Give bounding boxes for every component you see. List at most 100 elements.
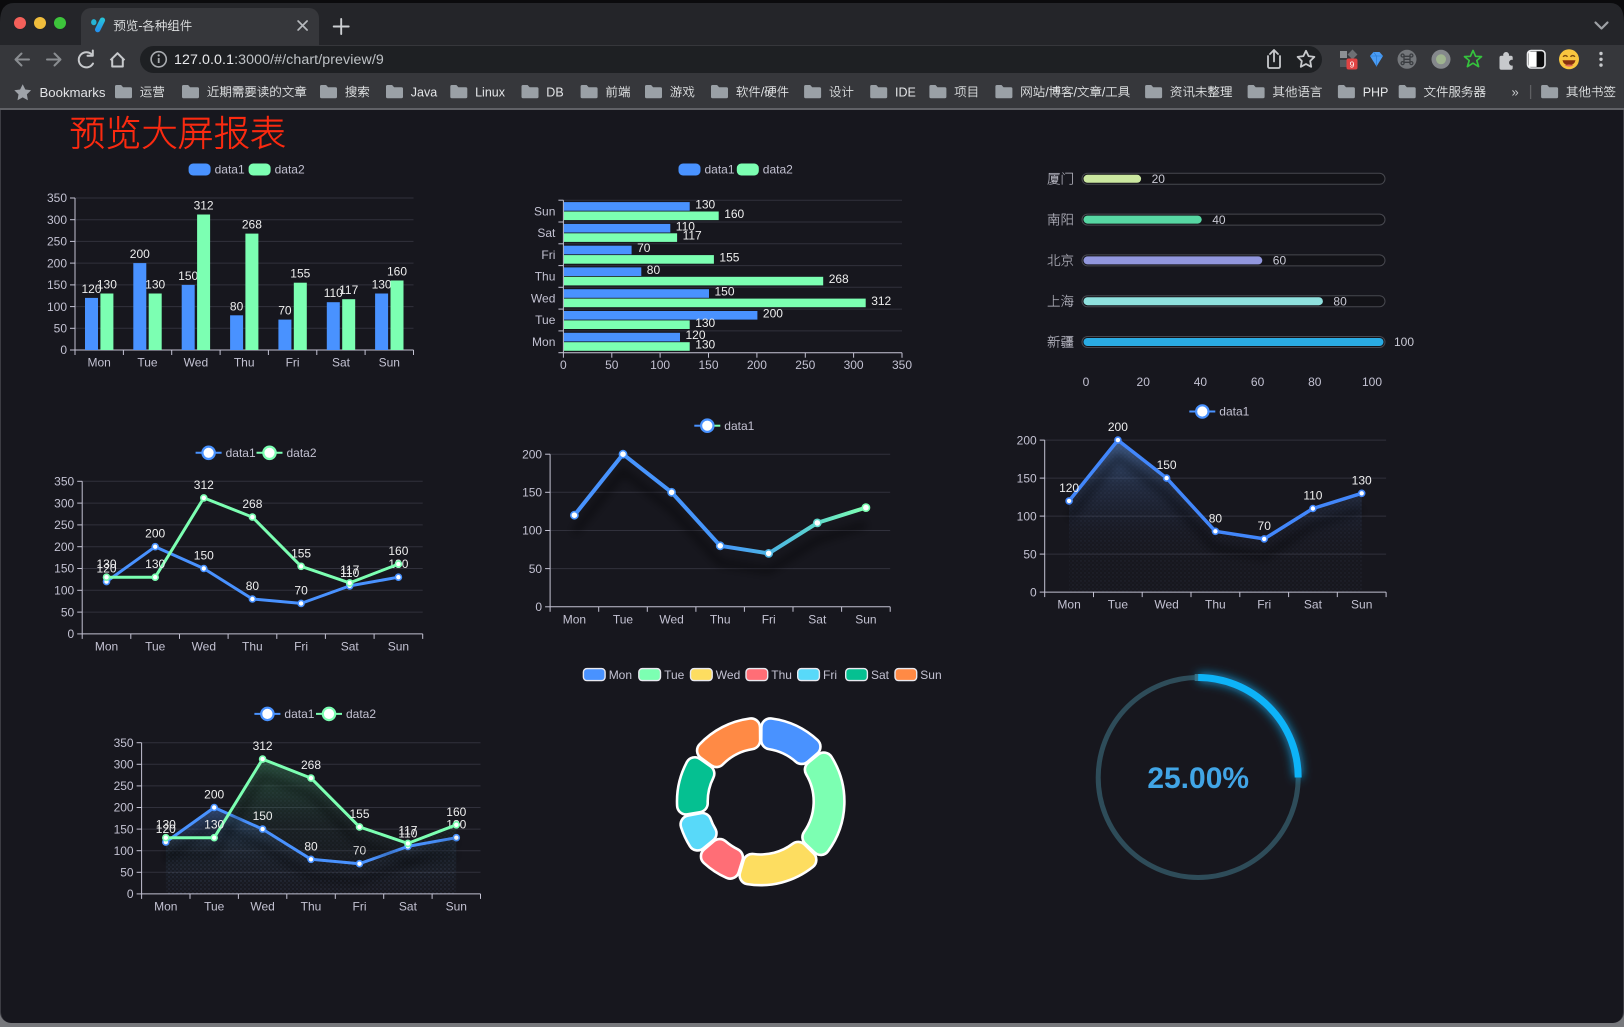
svg-text:150: 150 bbox=[54, 562, 74, 576]
svg-text:Sat: Sat bbox=[871, 668, 890, 682]
svg-text:130: 130 bbox=[97, 278, 117, 292]
svg-text:80: 80 bbox=[647, 263, 661, 277]
svg-text:117: 117 bbox=[398, 823, 417, 837]
svg-text:Sun: Sun bbox=[534, 204, 555, 218]
svg-text:250: 250 bbox=[114, 779, 134, 793]
svg-text:130: 130 bbox=[204, 818, 224, 832]
svg-text:250: 250 bbox=[47, 235, 67, 249]
svg-text:50: 50 bbox=[120, 866, 134, 880]
svg-text:150: 150 bbox=[178, 269, 198, 283]
svg-text:0: 0 bbox=[560, 358, 567, 372]
svg-text:0: 0 bbox=[1083, 375, 1090, 389]
svg-text:350: 350 bbox=[47, 191, 67, 205]
svg-text:Thu: Thu bbox=[771, 668, 792, 682]
svg-text:Sat: Sat bbox=[537, 226, 556, 240]
svg-text:155: 155 bbox=[349, 807, 369, 821]
svg-text:/: / bbox=[761, 85, 765, 99]
svg-text:Mon: Mon bbox=[88, 356, 111, 370]
svg-text:160: 160 bbox=[724, 207, 744, 221]
svg-text:312: 312 bbox=[194, 199, 214, 213]
svg-text:100: 100 bbox=[1394, 335, 1414, 349]
svg-text:Thu: Thu bbox=[1205, 598, 1226, 612]
svg-text:data2: data2 bbox=[346, 707, 376, 721]
svg-text:Sat: Sat bbox=[341, 639, 360, 653]
svg-text:/: / bbox=[1074, 85, 1078, 99]
svg-text:data2: data2 bbox=[763, 163, 793, 177]
svg-text:100: 100 bbox=[54, 584, 74, 598]
svg-text:200: 200 bbox=[1108, 420, 1128, 434]
svg-text:Sun: Sun bbox=[920, 668, 941, 682]
svg-text:120: 120 bbox=[156, 822, 176, 836]
svg-text:Fri: Fri bbox=[294, 639, 308, 653]
svg-text:Fri: Fri bbox=[762, 612, 776, 626]
svg-text:312: 312 bbox=[194, 478, 214, 492]
svg-text:300: 300 bbox=[47, 213, 67, 227]
svg-text:300: 300 bbox=[54, 496, 74, 510]
svg-text:-: - bbox=[138, 19, 142, 33]
svg-text:350: 350 bbox=[892, 358, 912, 372]
svg-text:0: 0 bbox=[1030, 585, 1037, 599]
svg-text:130: 130 bbox=[156, 818, 176, 832]
svg-text:data1: data1 bbox=[226, 446, 256, 460]
svg-text:130: 130 bbox=[145, 278, 165, 292]
svg-text:200: 200 bbox=[47, 256, 67, 270]
svg-text:0: 0 bbox=[127, 887, 134, 901]
svg-text:40: 40 bbox=[1212, 213, 1226, 227]
svg-text:20: 20 bbox=[1152, 172, 1166, 186]
svg-text:data2: data2 bbox=[287, 446, 317, 460]
svg-text:70: 70 bbox=[637, 241, 651, 255]
svg-text:150: 150 bbox=[253, 809, 273, 823]
svg-text:80: 80 bbox=[1308, 375, 1322, 389]
svg-text:120: 120 bbox=[96, 562, 116, 576]
svg-text:»: » bbox=[1512, 84, 1519, 99]
svg-text:200: 200 bbox=[1017, 433, 1037, 447]
svg-text:150: 150 bbox=[698, 358, 718, 372]
svg-text:Linux: Linux bbox=[475, 85, 506, 99]
svg-text:50: 50 bbox=[605, 358, 619, 372]
svg-text:Fri: Fri bbox=[353, 899, 367, 913]
svg-text:155: 155 bbox=[290, 267, 310, 281]
svg-text:Mon: Mon bbox=[95, 639, 118, 653]
svg-text:300: 300 bbox=[844, 358, 864, 372]
svg-text:/: / bbox=[1102, 85, 1106, 99]
svg-text:Tue: Tue bbox=[145, 639, 166, 653]
svg-text:120: 120 bbox=[81, 282, 101, 296]
svg-text:60: 60 bbox=[1273, 254, 1287, 268]
svg-text:data1: data1 bbox=[1219, 405, 1249, 419]
svg-text:Wed: Wed bbox=[1154, 598, 1178, 612]
svg-text:120: 120 bbox=[1059, 481, 1079, 495]
svg-text:Fri: Fri bbox=[823, 668, 837, 682]
svg-text:Tue: Tue bbox=[137, 356, 158, 370]
svg-text:70: 70 bbox=[294, 583, 308, 597]
svg-text:200: 200 bbox=[747, 358, 767, 372]
svg-text:Mon: Mon bbox=[154, 899, 177, 913]
svg-text:130: 130 bbox=[695, 198, 715, 212]
svg-text:Sat: Sat bbox=[399, 899, 418, 913]
svg-text:120: 120 bbox=[686, 328, 706, 342]
svg-text:117: 117 bbox=[340, 563, 359, 577]
svg-text:200: 200 bbox=[204, 788, 224, 802]
svg-text:110: 110 bbox=[340, 566, 359, 580]
svg-text:Thu: Thu bbox=[234, 356, 255, 370]
svg-text:50: 50 bbox=[54, 322, 68, 336]
svg-text:312: 312 bbox=[871, 294, 891, 308]
svg-text:350: 350 bbox=[54, 475, 74, 489]
svg-text:Thu: Thu bbox=[242, 639, 263, 653]
svg-text:Sun: Sun bbox=[388, 639, 409, 653]
svg-text:40: 40 bbox=[1194, 375, 1208, 389]
svg-text:160: 160 bbox=[446, 805, 466, 819]
svg-text:PHP: PHP bbox=[1363, 85, 1389, 99]
svg-text:Thu: Thu bbox=[301, 899, 322, 913]
svg-text:100: 100 bbox=[47, 300, 67, 314]
svg-text:25.00%: 25.00% bbox=[1147, 762, 1249, 795]
svg-text:/: / bbox=[1045, 85, 1049, 99]
svg-text:130: 130 bbox=[372, 278, 392, 292]
svg-text:100: 100 bbox=[1017, 509, 1037, 523]
svg-text:130: 130 bbox=[96, 557, 116, 571]
svg-text:150: 150 bbox=[114, 822, 134, 836]
svg-text:160: 160 bbox=[387, 265, 407, 279]
svg-text:110: 110 bbox=[398, 826, 417, 840]
svg-text:110: 110 bbox=[676, 219, 695, 233]
svg-text:Mon: Mon bbox=[532, 335, 555, 349]
svg-text:0: 0 bbox=[68, 627, 75, 641]
